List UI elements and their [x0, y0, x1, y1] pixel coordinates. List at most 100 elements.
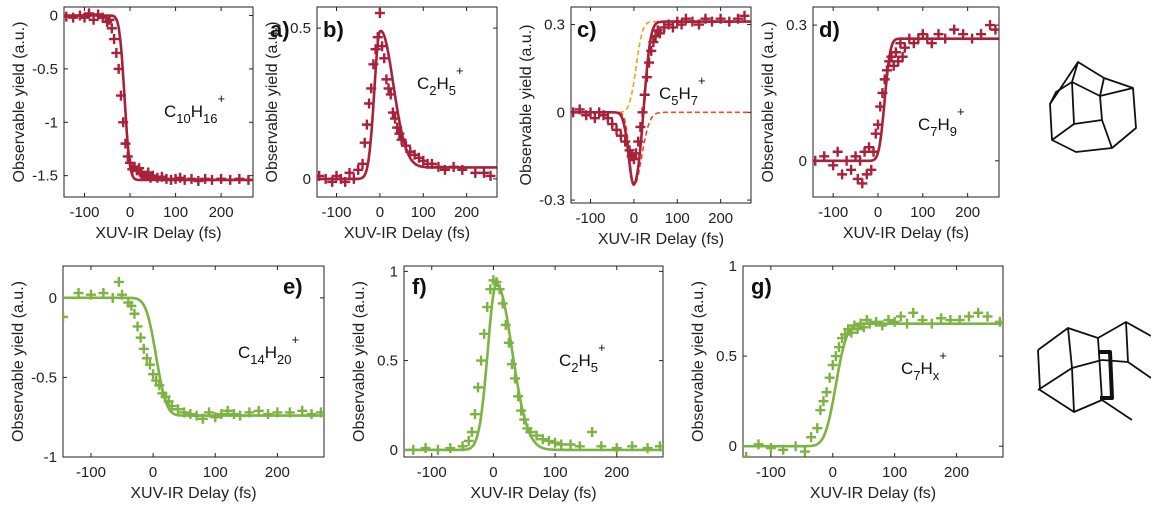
data-point [642, 72, 652, 82]
x-tick-label: -100 [69, 204, 99, 221]
y-axis-label: Observable yield (a.u.) [11, 22, 28, 183]
data-point [68, 13, 78, 23]
y-axis-label: Observable yield (a.u.) [351, 281, 368, 442]
chart-panel-f: -100 0 100 200 1 0.5 0 XUV-IR Delay (fs) Observa… [351, 263, 665, 502]
x-axis-label: XUV-IR Delay (fs) [470, 485, 596, 502]
y-axis-label: Observable yield (a.u.) [264, 22, 281, 183]
data-point [822, 387, 832, 397]
panel-letter: e) [283, 274, 303, 299]
data-point [234, 174, 244, 184]
data-point [828, 360, 838, 370]
x-tick-label: -100 [76, 464, 106, 481]
x-tick-label: 200 [209, 204, 234, 221]
y-tick-label: -1 [45, 114, 58, 131]
panel-letter: b) [323, 17, 344, 42]
y-tick-label: 0 [49, 290, 57, 307]
data-point [643, 443, 653, 453]
plot-frame [404, 266, 663, 457]
data-point [967, 34, 977, 44]
species-label: C10H16+ [164, 91, 225, 126]
data-point [825, 373, 835, 383]
data-point [360, 138, 370, 148]
data-point [640, 90, 650, 100]
x-tick-label: 100 [882, 464, 907, 481]
data-point [467, 427, 477, 437]
y-tick-label: -0.5 [32, 61, 58, 78]
data-point [263, 409, 273, 419]
data-point [837, 169, 847, 179]
data-point [235, 411, 245, 421]
data-point [225, 175, 235, 185]
x-axis-label: XUV-IR Delay (fs) [95, 225, 221, 242]
fit-line [317, 31, 497, 179]
data-point [362, 120, 372, 130]
plot-frame [743, 266, 1003, 457]
data-point [846, 165, 856, 175]
data-point [964, 311, 974, 321]
y-axis-label: Observable yield (a.u.) [760, 22, 777, 183]
data-point [556, 440, 566, 450]
y-tick-label: 0 [799, 153, 807, 170]
data-point [114, 277, 124, 287]
plot-area [741, 308, 1005, 462]
fit-line [743, 324, 1003, 447]
x-tick-label: 100 [203, 464, 228, 481]
data-point [108, 293, 118, 303]
data-point [818, 396, 828, 406]
x-axis-label: XUV-IR Delay (fs) [130, 485, 256, 502]
y-tick-label: 1 [729, 258, 737, 275]
y-tick-label: 0.5 [377, 353, 398, 370]
data-point [644, 58, 654, 68]
x-tick-label: 100 [665, 210, 690, 227]
y-tick-label: 0.5 [290, 20, 311, 37]
chart-panel-e: -100 0 100 2000-0.5-1XUV-IR Delay (fs)Obser… [10, 266, 326, 502]
x-tick-label: 0 [126, 204, 134, 221]
data-point [753, 439, 763, 449]
data-point [638, 107, 648, 117]
data-point [791, 441, 801, 451]
data-point [612, 443, 622, 453]
data-point [408, 445, 418, 455]
x-tick-label: 200 [955, 204, 980, 221]
data-point [111, 48, 121, 58]
x-tick-label: 200 [604, 464, 629, 481]
data-point [139, 344, 149, 354]
data-point [896, 311, 906, 321]
data-point [216, 174, 226, 184]
x-tick-label: 200 [708, 210, 733, 227]
data-point [890, 317, 900, 327]
chart-panel-c: -100 0 100 2000.30-0.3XUV-IR Delay (fs)Obse… [518, 7, 751, 248]
data-point [812, 423, 822, 433]
data-point [815, 405, 825, 415]
x-tick-label: 200 [944, 464, 969, 481]
x-tick-label: 100 [910, 204, 935, 221]
data-point [136, 333, 146, 343]
chart-panel-a: -100 0 100 200 0 -0.5 -1 -1.5 XUV-IR Delay (fs) O… [11, 7, 290, 242]
data-point [421, 443, 431, 453]
data-point [243, 175, 253, 185]
plot-area [404, 275, 665, 455]
species-label: C14H20+ [238, 332, 299, 367]
data-point [871, 129, 881, 139]
plot-area [810, 20, 1000, 188]
data-point [724, 17, 734, 27]
x-tick-label: -100 [576, 210, 606, 227]
data-point [433, 445, 443, 455]
panels: -100 0 100 2000-0.5-1-1.5XUV-IR Delay (fs)O… [10, 7, 1005, 502]
fit-line [404, 284, 663, 450]
x-tick-label: 0 [489, 464, 497, 481]
y-tick-label: 0 [303, 171, 311, 188]
molecules [1038, 62, 1151, 420]
data-point [806, 432, 816, 442]
x-tick-label: 100 [411, 204, 436, 221]
y-tick-label: 0.3 [544, 17, 565, 34]
x-tick-label: -100 [322, 204, 352, 221]
panel-letter: c) [577, 17, 597, 42]
y-axis-label: Observable yield (a.u.) [518, 25, 535, 186]
data-point [810, 156, 820, 166]
data-point [133, 321, 143, 331]
data-point [449, 162, 459, 172]
y-tick-label: 0 [390, 442, 398, 459]
data-point [123, 151, 133, 161]
x-tick-label: 0 [376, 204, 384, 221]
